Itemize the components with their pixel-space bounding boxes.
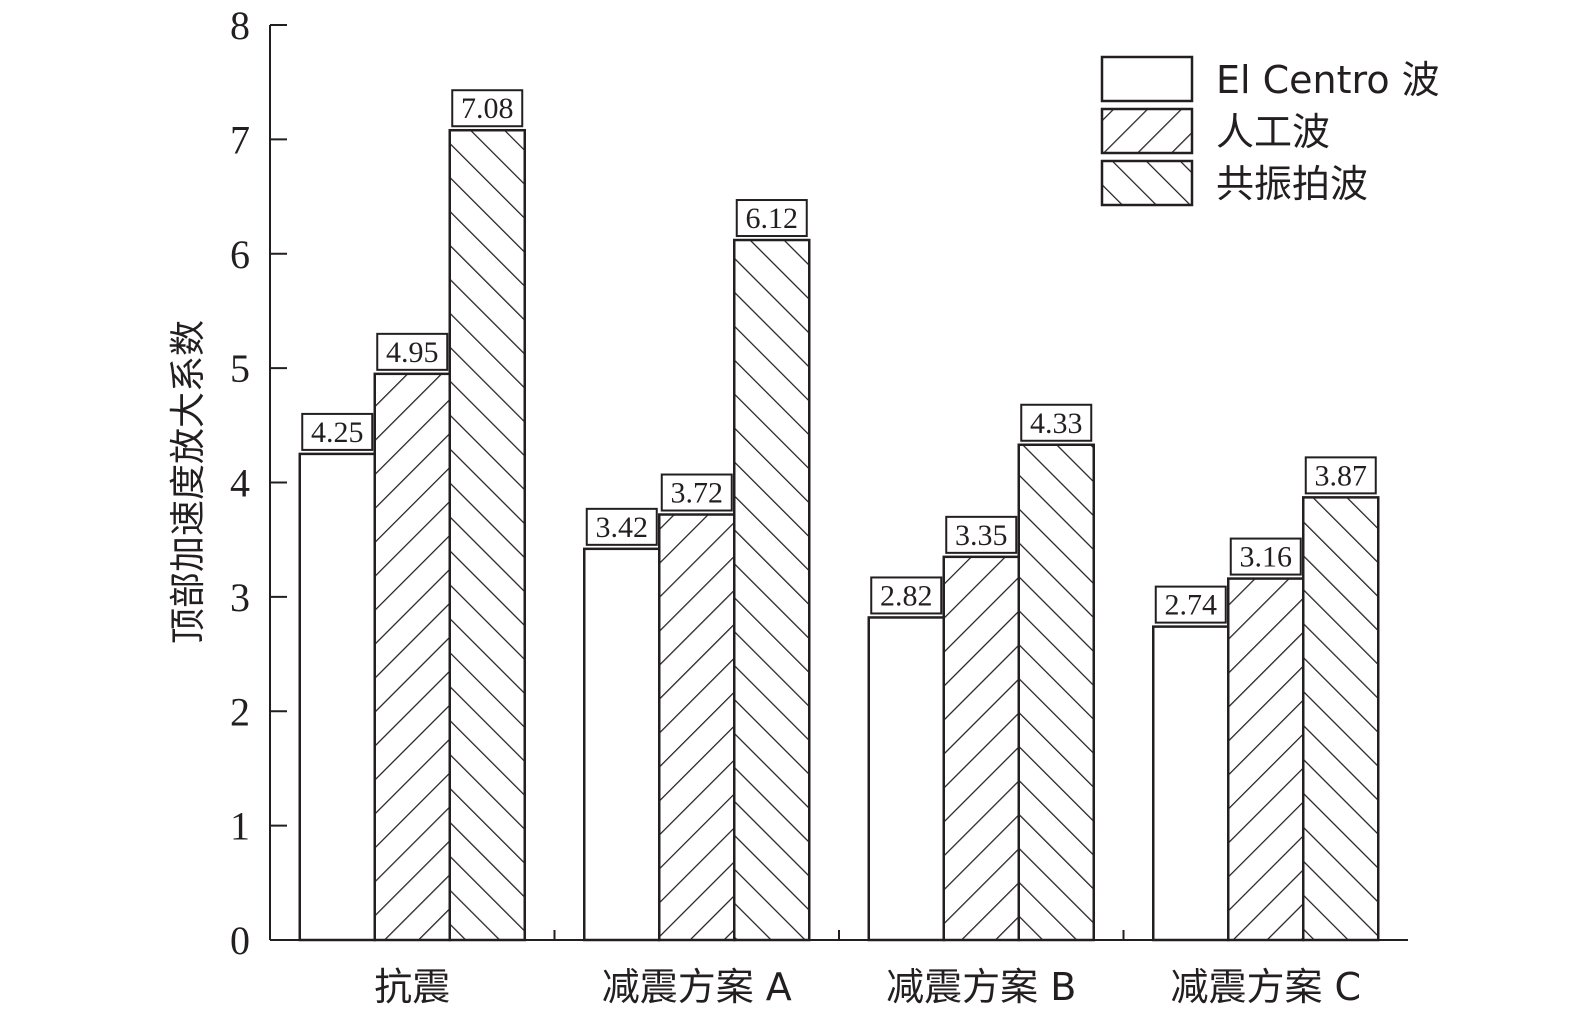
legend-swatch: [1100, 55, 1194, 103]
data-labels: 4.25 4.95 7.08 3.42 3.72 6.12 2.82 3.35 4.33 2.74…: [301, 89, 1377, 624]
y-tick-label: 0: [230, 918, 250, 963]
bar: [583, 547, 661, 942]
data-label: 3.35: [955, 519, 1008, 552]
bar: [448, 128, 526, 942]
data-label-box: [1020, 403, 1093, 442]
data-label-box: [870, 576, 943, 615]
data-label-box: [451, 89, 524, 128]
data-label: 6.12: [746, 202, 799, 235]
bar: [1152, 625, 1230, 942]
legend-entry: 共振拍波: [1216, 162, 1368, 206]
bar: [942, 555, 1020, 942]
legend-entry: El Centro 波: [1216, 58, 1440, 102]
data-label: 3.42: [596, 511, 649, 544]
bar: [733, 238, 811, 942]
x-tick-label: 抗震: [374, 965, 450, 1009]
data-label: 2.74: [1165, 589, 1218, 622]
data-label: 3.87: [1315, 459, 1368, 492]
data-label-box: [1229, 537, 1302, 576]
data-label-box: [735, 199, 808, 238]
bar: [298, 452, 376, 942]
y-tick-label: 3: [230, 575, 250, 620]
x-tick-label: 减震方案 A: [602, 965, 792, 1009]
data-label-box: [1154, 585, 1227, 624]
bar: [867, 616, 945, 942]
data-label: 3.16: [1240, 541, 1293, 574]
data-label-box: [1304, 456, 1377, 495]
x-tick-label: 减震方案 C: [1170, 965, 1361, 1009]
y-tick-label: 4: [230, 461, 250, 506]
bar: [1302, 496, 1380, 942]
y-tick-label: 7: [230, 117, 250, 162]
legend-swatch: [1100, 159, 1194, 207]
bar: [373, 372, 451, 942]
data-label: 4.95: [386, 336, 439, 369]
y-tick-label: 2: [230, 689, 250, 734]
data-label-box: [585, 507, 658, 546]
bar: [1017, 443, 1095, 942]
data-label-box: [945, 515, 1018, 554]
x-tick-label: 减震方案 B: [886, 965, 1076, 1009]
data-label: 4.25: [311, 416, 364, 449]
data-label: 3.72: [671, 477, 724, 510]
data-label-box: [376, 332, 449, 371]
data-label: 4.33: [1030, 407, 1083, 440]
data-label: 7.08: [461, 92, 514, 125]
y-tick-label: 1: [230, 804, 250, 849]
bars: [298, 128, 1380, 942]
y-tick-label: 8: [230, 3, 250, 48]
bar: [1227, 577, 1305, 942]
legend-swatch: [1100, 107, 1194, 155]
axes: 0 1 2 3 4 5 6 7 8 抗震 减震方案 A 减震方案 B 减震方案 C: [230, 3, 1408, 1009]
bar: [658, 513, 736, 942]
y-axis-label: 顶部加速度放大系数: [168, 320, 209, 644]
y-tick-label: 5: [230, 346, 250, 391]
data-label-box: [301, 412, 374, 451]
data-label: 2.82: [880, 579, 933, 612]
y-tick-label: 6: [230, 232, 250, 277]
legend-entry: 人工波: [1216, 110, 1330, 154]
data-label-box: [660, 473, 733, 512]
